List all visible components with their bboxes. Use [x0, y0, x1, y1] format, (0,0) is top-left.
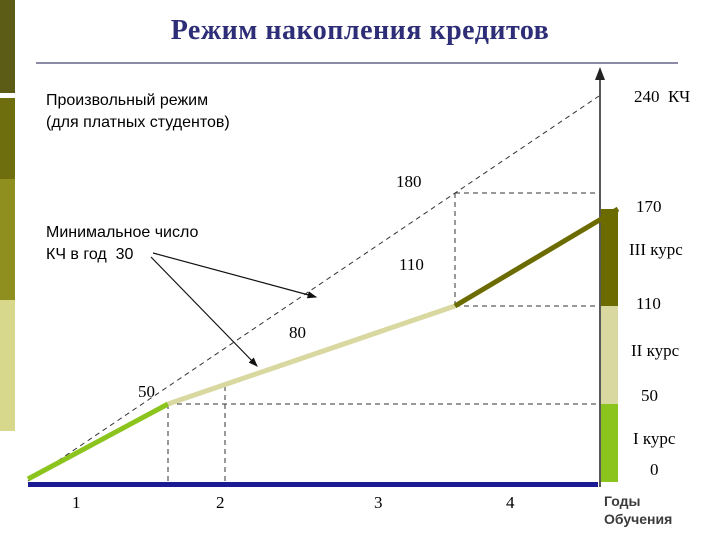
credit-line-segment-course1 [26, 401, 170, 482]
label-240-kch: 240 КЧ [634, 87, 691, 106]
right-scale-110: 110 [636, 294, 661, 313]
label-110-line: 110 [399, 255, 424, 274]
right-scale-course2: II курс [631, 341, 680, 360]
title-underline [36, 62, 678, 64]
x-tick-2: 2 [216, 493, 225, 512]
left-accent-strip-2 [0, 98, 15, 179]
course-band-3 [601, 209, 618, 306]
right-scale-0: 0 [650, 460, 659, 479]
course-band-1 [601, 404, 618, 482]
min-credits-arrow-1 [152, 252, 318, 299]
x-tick-1: 1 [72, 493, 81, 512]
slide-title: Режим накопления кредитов [170, 15, 550, 46]
x-tick-4: 4 [506, 493, 515, 512]
course-band-2 [601, 306, 618, 404]
right-scale-course3: III курс [629, 240, 683, 259]
credit-line-segment-course3 [453, 206, 620, 309]
right-scale-170: 170 [636, 197, 662, 216]
right-scale-course1: I курс [633, 429, 676, 448]
left-accent-strip-1 [0, 0, 15, 93]
note-minimum-credits: Минимальное число КЧ в год 30 [46, 224, 199, 263]
y-axis-arrowhead [595, 67, 605, 80]
left-accent-strip-3 [0, 179, 15, 300]
x-axis-title: Годы Обучения [604, 493, 673, 528]
left-accent-strip-4 [0, 300, 15, 431]
min-credits-arrow-2 [150, 256, 258, 367]
label-50-line: 50 [138, 382, 155, 401]
right-scale-50: 50 [641, 386, 658, 405]
credit-line-segment-course2 [167, 303, 456, 407]
label-80: 80 [289, 323, 306, 342]
note-arbitrary-mode: Произвольный режим (для платных студенто… [46, 92, 230, 131]
nominal-projection-dashed-line [27, 95, 600, 482]
x-axis-line [28, 482, 598, 487]
label-180: 180 [396, 172, 422, 191]
x-tick-3: 3 [374, 493, 383, 512]
